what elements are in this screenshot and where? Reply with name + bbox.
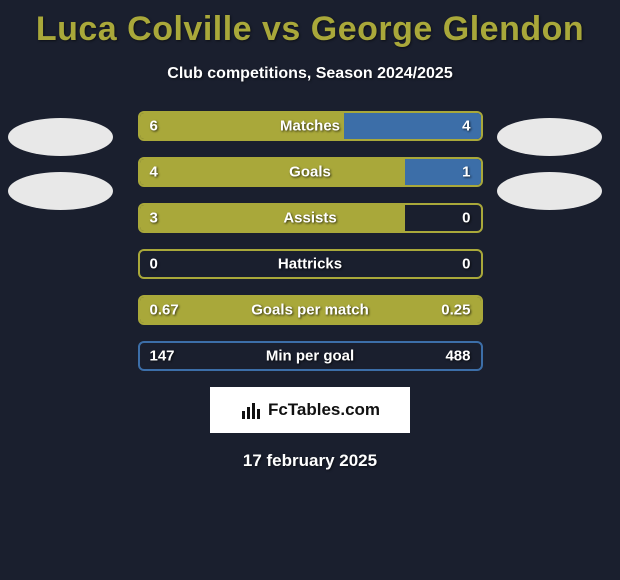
bar-right-fill: [344, 113, 480, 139]
stat-value-left: 4: [150, 164, 158, 181]
stat-label: Min per goal: [266, 348, 354, 365]
stat-label: Matches: [280, 118, 340, 135]
stat-value-left: 147: [150, 348, 175, 365]
stat-value-left: 3: [150, 210, 158, 227]
player-left-avatar-shadow: [8, 172, 113, 210]
stat-value-right: 0: [462, 256, 470, 273]
stat-label: Assists: [283, 210, 336, 227]
stat-value-left: 6: [150, 118, 158, 135]
stat-row: Min per goal 147 488: [138, 341, 483, 371]
stat-row: Matches 6 4: [138, 111, 483, 141]
player-right-avatar-shadow: [497, 172, 602, 210]
stat-value-right: 488: [445, 348, 470, 365]
stat-row: Hattricks 0 0: [138, 249, 483, 279]
footer-date: 17 february 2025: [0, 451, 620, 471]
stat-value-right: 1: [462, 164, 470, 181]
stat-value-left: 0: [150, 256, 158, 273]
stat-value-left: 0.67: [150, 302, 179, 319]
brand-badge[interactable]: FcTables.com: [210, 387, 410, 433]
stat-row: Assists 3 0: [138, 203, 483, 233]
stat-value-right: 0.25: [441, 302, 470, 319]
subtitle: Club competitions, Season 2024/2025: [0, 65, 620, 83]
page-title: Luca Colville vs George Glendon: [0, 0, 620, 49]
stat-value-right: 0: [462, 210, 470, 227]
bar-left-fill: [140, 205, 406, 231]
stat-row: Goals per match 0.67 0.25: [138, 295, 483, 325]
stat-label: Goals: [289, 164, 331, 181]
stat-label: Goals per match: [251, 302, 369, 319]
stat-value-right: 4: [462, 118, 470, 135]
player-right-avatar: [497, 118, 602, 156]
stat-label: Hattricks: [278, 256, 342, 273]
brand-text: FcTables.com: [268, 400, 380, 420]
player-left-avatar: [8, 118, 113, 156]
stat-row: Goals 4 1: [138, 157, 483, 187]
bar-left-fill: [140, 159, 406, 185]
bar-chart-icon: [240, 401, 262, 419]
comparison-chart: Matches 6 4 Goals 4 1 Assists 3 0 Hattricks 0 0 Goal…: [138, 111, 483, 371]
